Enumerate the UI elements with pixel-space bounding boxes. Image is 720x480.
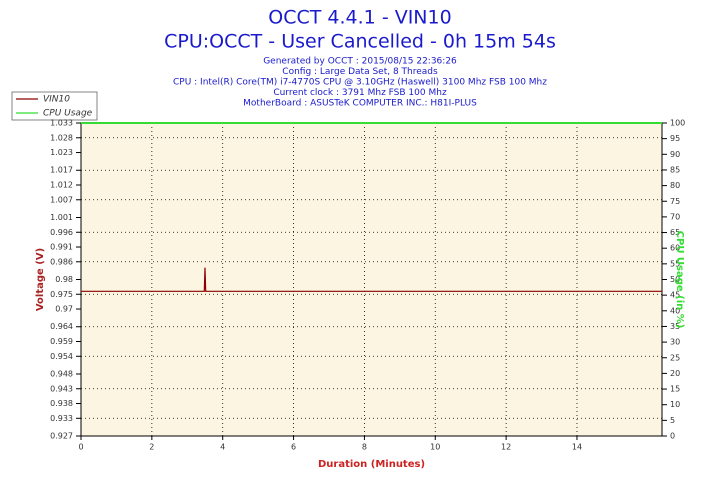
x-tick-label: 6 (291, 443, 296, 452)
y-tick-label: 0.927 (50, 432, 73, 441)
info-line: MotherBoard : ASUSTeK COMPUTER INC.: H81… (243, 99, 477, 109)
y2-tick-label: 5 (670, 416, 675, 425)
y-tick-label: 0.97 (55, 305, 73, 314)
y2-tick-label: 20 (670, 369, 680, 378)
chart-subtitle: CPU:OCCT - User Cancelled - 0h 15m 54s (164, 31, 556, 53)
y-tick-label: 0.975 (50, 290, 73, 299)
y-tick-label: 0.938 (50, 399, 73, 408)
y-tick-label: 1.028 (50, 133, 73, 142)
y2-tick-label: 50 (670, 275, 680, 284)
y2-tick-label: 0 (670, 432, 675, 441)
x-tick-label: 12 (501, 443, 511, 452)
y2-tick-label: 70 (670, 212, 680, 221)
y2-tick-label: 90 (670, 150, 680, 159)
x-tick-label: 2 (149, 443, 154, 452)
x-tick-label: 0 (78, 443, 83, 452)
y-tick-label: 0.964 (50, 322, 73, 331)
legend-label: VIN10 (43, 95, 70, 105)
legend (11, 91, 98, 121)
x-axis-label: Duration (Minutes) (318, 459, 425, 470)
plot-area (80, 122, 663, 437)
y2-tick-label: 100 (670, 119, 685, 128)
y2-tick-label: 65 (670, 228, 680, 237)
y-tick-label: 1.007 (50, 195, 73, 204)
y-tick-label: 0.959 (50, 337, 73, 346)
y2-axis-label: CPU Usage (in %) (674, 231, 685, 329)
y2-tick-label: 10 (670, 400, 680, 409)
series-line (81, 267, 662, 292)
y2-tick-label: 40 (670, 306, 680, 315)
y-tick-label: 0.954 (50, 352, 73, 361)
y2-tick-label: 55 (670, 259, 680, 268)
info-line: Config : Large Data Set, 8 Threads (282, 67, 438, 77)
y2-tick-label: 80 (670, 181, 680, 190)
y-tick-label: 1.001 (50, 213, 73, 222)
y2-tick-label: 85 (670, 165, 680, 174)
x-tick-label: 4 (220, 443, 225, 452)
y2-tick-label: 60 (670, 244, 680, 253)
y-tick-label: 1.023 (50, 148, 73, 157)
y2-tick-label: 45 (670, 291, 680, 300)
info-line: Generated by OCCT : 2015/08/15 22:36:26 (263, 57, 457, 67)
x-tick-label: 10 (430, 443, 440, 452)
y-tick-label: 0.986 (50, 257, 73, 266)
y-tick-label: 0.948 (50, 369, 73, 378)
x-tick-label: 8 (362, 443, 367, 452)
info-line: CPU : Intel(R) Core(TM) i7-4770S CPU @ 3… (173, 78, 547, 88)
y-tick-label: 1.017 (50, 166, 73, 175)
y-tick-label: 0.991 (50, 243, 73, 252)
y-tick-label: 0.996 (50, 228, 73, 237)
y2-tick-label: 75 (670, 197, 680, 206)
y2-tick-label: 35 (670, 322, 680, 331)
y-tick-label: 0.98 (55, 275, 73, 284)
y-tick-label: 0.943 (50, 384, 73, 393)
y2-tick-label: 30 (670, 338, 680, 347)
info-line: Current clock : 3791 Mhz FSB 100 Mhz (273, 88, 447, 98)
y-tick-label: 0.933 (50, 414, 73, 423)
y-tick-label: 1.033 (50, 119, 73, 128)
y2-tick-label: 25 (670, 353, 680, 362)
y-axis-label: Voltage (V) (35, 248, 46, 311)
y2-tick-label: 15 (670, 385, 680, 394)
chart-title: OCCT 4.4.1 - VIN10 (268, 7, 451, 29)
y2-tick-label: 95 (670, 134, 680, 143)
y-tick-label: 1.012 (50, 181, 73, 190)
x-tick-label: 14 (572, 443, 582, 452)
legend-label: CPU Usage (43, 109, 93, 119)
